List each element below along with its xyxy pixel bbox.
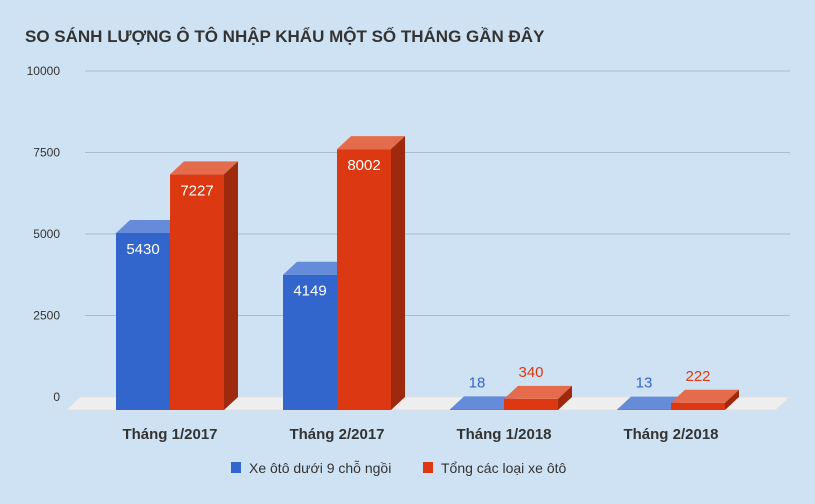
- bars: [116, 136, 739, 410]
- bar-front: [504, 398, 558, 410]
- x-axis-ticks: Tháng 1/2017 Tháng 2/2017 Tháng 1/2018 Thán…: [122, 426, 718, 443]
- data-label: 7227: [180, 182, 213, 199]
- legend: Xe ôtô dưới 9 chỗ ngồi Tổng các loại xe ô…: [231, 460, 567, 476]
- x-tick-label: Tháng 1/2017: [122, 426, 217, 443]
- bar-front: [337, 149, 391, 410]
- bar-front: [170, 174, 224, 410]
- bar-front: [671, 402, 725, 410]
- x-tick-label: Tháng 1/2018: [456, 426, 551, 443]
- y-tick-label: 0: [53, 390, 60, 404]
- chart-title: SO SÁNH LƯỢNG Ô TÔ NHẬP KHẨU MỘT SỐ THÁN…: [25, 26, 545, 46]
- bar-top: [671, 389, 739, 403]
- data-label: 4149: [293, 283, 326, 300]
- bar-front: [283, 274, 337, 410]
- x-tick-label: Tháng 2/2018: [623, 426, 718, 443]
- bar-side: [558, 385, 572, 410]
- bar-top: [617, 396, 685, 410]
- data-labels: 5430 7227 4149 8002 18 340 13 222: [126, 157, 710, 391]
- bar-top: [283, 261, 351, 275]
- y-tick-label: 5000: [33, 227, 60, 241]
- x-tick-label: Tháng 2/2017: [289, 426, 384, 443]
- bar-side: [224, 161, 238, 410]
- data-label: 13: [636, 375, 653, 392]
- legend-label: Tổng các loại xe ôtô: [441, 460, 567, 476]
- y-tick-label: 10000: [27, 64, 61, 78]
- bar-side: [391, 136, 405, 410]
- y-tick-label: 7500: [33, 146, 60, 160]
- y-axis-ticks: 0 2500 5000 7500 10000: [27, 64, 61, 404]
- bar-top: [170, 161, 238, 175]
- bar-top: [116, 219, 184, 233]
- legend-swatch: [423, 462, 433, 473]
- bar-top: [504, 385, 572, 399]
- y-tick-label: 2500: [33, 309, 60, 323]
- bar-top: [450, 396, 518, 410]
- bar-top: [337, 136, 405, 150]
- data-label: 5430: [126, 241, 159, 258]
- bar-front: [450, 409, 504, 410]
- legend-label: Xe ôtô dưới 9 chỗ ngồi: [249, 460, 391, 476]
- bar-side: [725, 389, 739, 410]
- bar-front: [116, 232, 170, 410]
- data-label: 18: [469, 374, 486, 391]
- legend-swatch: [231, 462, 241, 473]
- data-label: 8002: [347, 157, 380, 174]
- data-label: 340: [518, 364, 543, 381]
- data-label: 222: [685, 368, 710, 385]
